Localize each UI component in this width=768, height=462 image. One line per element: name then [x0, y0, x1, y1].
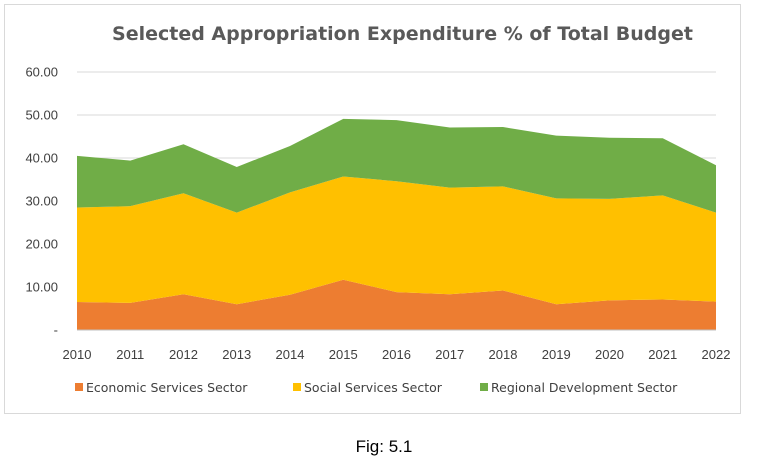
- x-tick-label: 2022: [702, 347, 731, 362]
- x-tick-label: 2011: [116, 347, 144, 362]
- x-tick-label: 2012: [169, 347, 198, 362]
- y-tick-label: 10.00: [25, 280, 58, 295]
- x-tick-label: 2015: [329, 347, 358, 362]
- legend-swatch: [293, 383, 301, 391]
- x-tick-label: 2021: [648, 347, 677, 362]
- area-series-3: [77, 118, 716, 213]
- legend-label: Economic Services Sector: [86, 380, 248, 395]
- y-tick-label: 50.00: [25, 108, 58, 123]
- x-tick-label: 2016: [382, 347, 411, 362]
- legend-swatch: [75, 383, 83, 391]
- y-tick-label: -: [54, 323, 58, 338]
- y-tick-label: 20.00: [25, 237, 58, 252]
- y-tick-label: 30.00: [25, 194, 58, 209]
- y-tick-label: 60.00: [25, 65, 58, 80]
- x-tick-label: 2018: [489, 347, 518, 362]
- x-tick-label: 2017: [435, 347, 464, 362]
- figure-caption: Fig: 5.1: [355, 437, 413, 456]
- x-tick-label: 2019: [542, 347, 571, 362]
- legend-label: Social Services Sector: [304, 380, 443, 395]
- x-tick-label: 2014: [276, 347, 305, 362]
- x-tick-label: 2010: [63, 347, 92, 362]
- x-tick-label: 2020: [595, 347, 624, 362]
- chart-title: Selected Appropriation Expenditure % of …: [112, 23, 693, 45]
- area-series-2: [77, 176, 716, 305]
- y-tick-label: 40.00: [25, 151, 58, 166]
- legend-label: Regional Development Sector: [491, 380, 678, 395]
- legend-swatch: [480, 383, 488, 391]
- area-series-1: [77, 279, 716, 330]
- x-tick-label: 2013: [222, 347, 251, 362]
